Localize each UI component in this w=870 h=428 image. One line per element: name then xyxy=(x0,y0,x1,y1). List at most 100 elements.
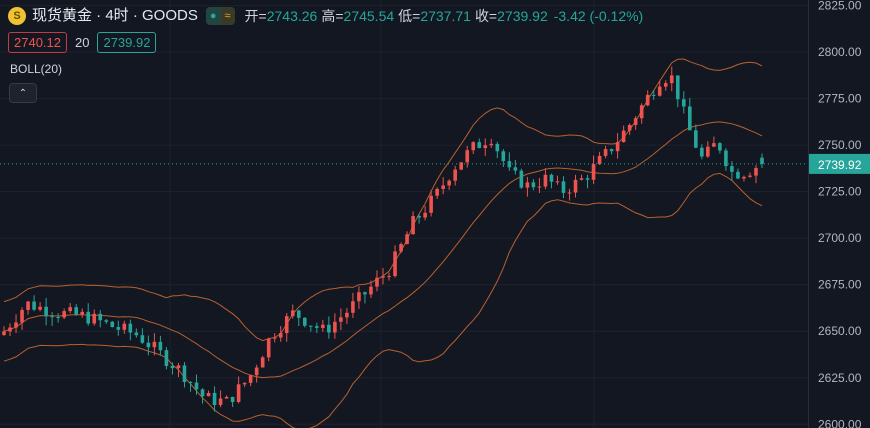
candle-body xyxy=(573,179,578,193)
candle-body xyxy=(393,251,397,277)
candle-body xyxy=(8,327,12,332)
y-tick-label: 2700.00 xyxy=(818,231,862,245)
candle-body xyxy=(26,301,30,310)
candle-body xyxy=(609,149,614,152)
candle-body xyxy=(339,317,343,322)
candle-body xyxy=(615,142,620,152)
y-tick-label: 2825.00 xyxy=(818,0,862,13)
chart-header: S 现货黄金 · 4时 · GOODS ● ≈ 开= 2743.26 高= 2745… xyxy=(8,5,643,27)
candle-body xyxy=(38,306,42,310)
low-label: 低= xyxy=(398,8,421,24)
chevron-up-icon: ⌃ xyxy=(18,87,28,99)
candle-body xyxy=(669,75,674,84)
candle-body xyxy=(290,310,295,317)
candle-body xyxy=(489,143,494,146)
candle-body xyxy=(170,365,175,369)
candle-body xyxy=(200,389,205,397)
sell-price-button[interactable]: 2740.12 xyxy=(8,32,67,53)
candle-body xyxy=(242,382,247,385)
high-value: 2745.54 xyxy=(343,8,395,24)
candle-body xyxy=(754,168,758,176)
candle-body xyxy=(357,292,361,302)
market-status-pill[interactable]: ● ≈ xyxy=(205,7,235,25)
candle-body xyxy=(471,142,476,151)
candle-body xyxy=(284,316,289,334)
data-source-icon: ≈ xyxy=(220,7,235,25)
y-tick-label: 2625.00 xyxy=(818,371,862,385)
candle-body xyxy=(477,142,482,149)
symbol-logo-icon: S xyxy=(8,7,26,25)
change-value: -3.42 (-0.12%) xyxy=(553,8,644,24)
y-tick-label: 2725.00 xyxy=(818,185,862,199)
candle-body xyxy=(254,367,259,376)
candle-body xyxy=(597,155,602,165)
close-value: 2739.92 xyxy=(497,8,548,24)
candle-body xyxy=(134,332,139,336)
candle-body xyxy=(266,338,271,358)
candle-body xyxy=(639,105,644,119)
candle-body xyxy=(549,174,554,182)
candle-body xyxy=(651,94,656,96)
y-tick-label: 2600.00 xyxy=(818,417,862,428)
candle-body xyxy=(321,324,325,328)
candle-body xyxy=(188,381,193,383)
candle-body xyxy=(507,161,512,168)
candle-body xyxy=(435,188,439,196)
bollinger-middle-line xyxy=(3,121,763,379)
buy-price-button[interactable]: 2739.92 xyxy=(97,32,157,53)
candle-body xyxy=(688,106,692,131)
candle-body xyxy=(92,313,97,324)
close-label: 收= xyxy=(474,8,498,24)
candle-body xyxy=(327,324,331,333)
candle-body xyxy=(531,182,536,188)
candle-body xyxy=(543,174,548,187)
candle-body xyxy=(627,124,632,131)
market-open-icon: ● xyxy=(209,10,217,22)
candle-body xyxy=(104,320,109,322)
symbol-title[interactable]: 现货黄金 · 4时 · GOODS xyxy=(32,7,198,24)
open-value: 2743.26 xyxy=(266,8,318,24)
candle-body xyxy=(272,337,277,339)
candle-body xyxy=(158,341,163,351)
candle-body xyxy=(2,331,6,335)
candle-body xyxy=(465,150,470,163)
last-price-label: 2739.92 xyxy=(818,158,862,172)
spread-value: 20 xyxy=(75,35,90,50)
open-label: 开= xyxy=(244,8,267,24)
candle-body xyxy=(483,145,488,149)
candle-body xyxy=(218,398,223,406)
y-tick-label: 2775.00 xyxy=(818,92,862,106)
candle-body xyxy=(411,216,415,235)
candle-body xyxy=(585,178,590,180)
candle-body xyxy=(164,350,169,366)
y-tick-label: 2650.00 xyxy=(818,324,862,338)
candle-body xyxy=(182,365,187,382)
candle-body xyxy=(417,216,421,218)
candle-body xyxy=(700,147,704,157)
candle-body xyxy=(603,149,608,156)
candle-body xyxy=(236,384,241,403)
candle-body xyxy=(387,276,391,278)
candle-body xyxy=(122,323,127,330)
high-label: 高= xyxy=(321,8,344,24)
indicator-label[interactable]: BOLL(20) xyxy=(10,62,63,76)
candle-body xyxy=(555,181,560,183)
candle-body xyxy=(224,396,229,399)
candle-body xyxy=(441,185,445,189)
candle-body xyxy=(86,311,91,324)
candle-body xyxy=(309,325,313,327)
candle-body xyxy=(525,182,530,188)
order-row: 2740.12 20 2739.92 xyxy=(8,32,157,53)
candle-body xyxy=(152,341,157,348)
candle-body xyxy=(561,181,566,193)
candle-body xyxy=(68,307,72,312)
candle-body xyxy=(345,312,349,318)
candle-body xyxy=(760,157,764,164)
candle-body xyxy=(645,94,650,106)
candle-body xyxy=(718,143,722,151)
collapse-indicators-button[interactable]: ⌃ xyxy=(9,83,37,103)
candle-body xyxy=(621,130,626,143)
candle-body xyxy=(712,143,716,147)
candle-body xyxy=(730,166,734,172)
